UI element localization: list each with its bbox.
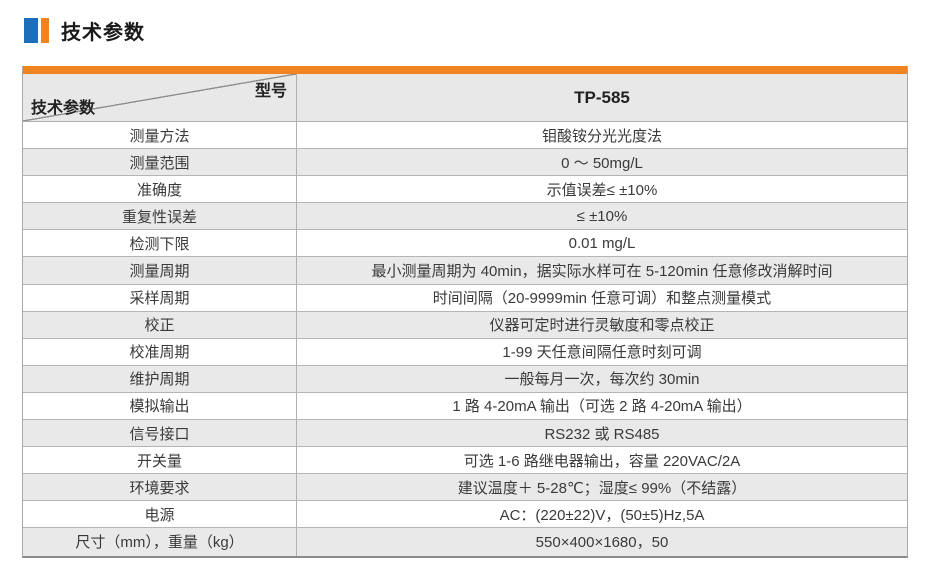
row-value: ≤ ±10% [576,207,628,225]
page-title: 技术参数 [61,22,145,44]
row-label: 校准周期 [23,338,297,365]
corner-model-label: 型号 [254,83,287,100]
row-label: 环境要求 [23,474,297,501]
table-row: 电源 AC：(220±22)V，(50±5)Hz,5A [23,501,907,529]
row-label: 采样周期 [23,284,297,311]
table-row: 开关量 可选 1-6 路继电器输出，容量 220VAC/2A [23,447,907,475]
table-row: 准确度 示值误差≤ ±10% [23,176,907,204]
blue-bar-icon [24,18,38,43]
row-value: 可选 1-6 路继电器输出，容量 220VAC/2A [463,452,741,470]
table-row: 校正 仪器可定时进行灵敏度和零点校正 [23,311,907,339]
table-row: 采样周期 时间间隔（20-9999min 任意可调）和整点测量模式 [23,284,907,312]
row-value: 钼酸铵分光光度法 [541,127,662,145]
row-value: 0.01 mg/L [568,234,636,252]
table-row: 测量周期 最小测量周期为 40min，据实际水样可在 5-120min 任意修改… [23,257,907,285]
spec-table: 型号 技术参数 TP-585 测量方法 钼酸铵分光光度法 测量范围 0 ～ 50… [22,66,908,558]
row-label: 测量范围 [23,149,297,176]
row-value: 0 ～ 50mg/L [561,154,643,172]
row-label: 维护周期 [23,365,297,392]
section-header: 技术参数 [24,16,145,45]
table-row: 信号接口 RS232 或 RS485 [23,420,907,448]
row-value: RS232 或 RS485 [544,425,660,443]
row-label: 检测下限 [23,230,297,257]
row-value: 1 路 4-20mA 输出（可选 2 路 4-20mA 输出） [452,398,752,416]
table-row: 检测下限 0.01 mg/L [23,230,907,258]
table-top-accent-bar [23,66,907,74]
table-row: 尺寸（mm），重量（kg） 550×400×1680，50 [23,528,907,556]
row-label: 重复性误差 [23,203,297,230]
row-value: 时间间隔（20-9999min 任意可调）和整点测量模式 [432,290,772,308]
table-header-row: 型号 技术参数 TP-585 [23,74,907,122]
row-value: 建议温度＋ 5-28℃；湿度≤ 99%（不结露） [457,479,747,497]
row-value: 示值误差≤ ±10% [546,181,658,199]
row-value: 最小测量周期为 40min，据实际水样可在 5-120min 任意修改消解时间 [371,263,833,281]
diagonal-corner-cell: 型号 技术参数 [23,74,297,121]
table-row: 测量方法 钼酸铵分光光度法 [23,122,907,150]
table-row: 测量范围 0 ～ 50mg/L [23,149,907,177]
row-label: 信号接口 [23,420,297,447]
row-label: 电源 [23,501,297,528]
row-value: 仪器可定时进行灵敏度和零点校正 [489,317,715,335]
row-label: 开关量 [23,447,297,474]
row-label: 测量方法 [23,122,297,149]
table-row: 模拟输出 1 路 4-20mA 输出（可选 2 路 4-20mA 输出） [23,392,907,421]
table-row: 校准周期 1-99 天任意间隔任意时刻可调 [23,338,907,366]
row-value: 一般每月一次，每次约 30min [504,371,700,389]
row-value: 550×400×1680，50 [535,534,669,552]
row-value: AC：(220±22)V，(50±5)Hz,5A [499,506,705,524]
row-label: 测量周期 [23,257,297,284]
model-header-cell: TP-585 [574,87,630,107]
table-row: 维护周期 一般每月一次，每次约 30min [23,365,907,393]
row-value: 1-99 天任意间隔任意时刻可调 [502,344,702,362]
section-accent-icon [24,18,49,43]
row-label: 准确度 [23,176,297,203]
orange-bar-icon [41,18,49,43]
row-label: 校正 [23,311,297,338]
row-label: 尺寸（mm），重量（kg） [23,528,297,556]
table-row: 环境要求 建议温度＋ 5-28℃；湿度≤ 99%（不结露） [23,474,907,502]
row-label: 模拟输出 [23,392,297,420]
corner-param-label: 技术参数 [31,100,96,117]
table-row: 重复性误差 ≤ ±10% [23,203,907,231]
